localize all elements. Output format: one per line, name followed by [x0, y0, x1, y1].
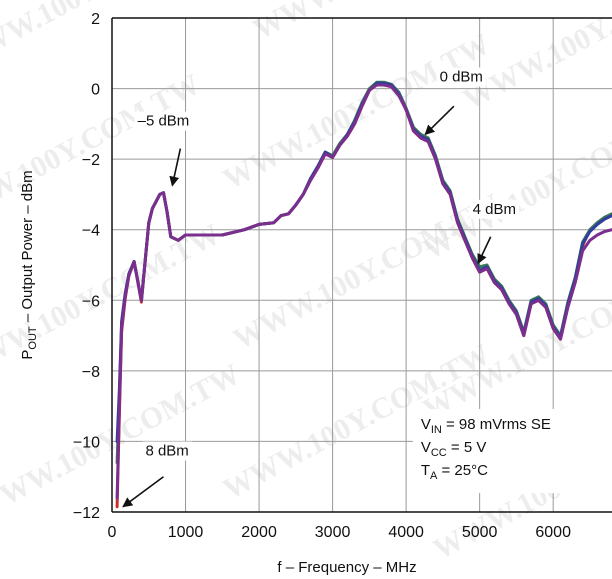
annotation-arrow: [122, 476, 164, 508]
y-tick-label: 0: [91, 82, 100, 99]
conditions-bg: [412, 409, 612, 494]
y-tick-labels: 2 0 −2 −4 −6 −8 −10 −12: [73, 11, 100, 522]
annotation: –5 dBm: [134, 111, 193, 187]
annotation-label: 0 dBm: [440, 69, 483, 86]
y-axis-title-rest: – Output Power – dBm: [19, 170, 36, 326]
annotation: 0 dBm: [424, 67, 486, 136]
x-tick-label: 4000: [388, 524, 424, 541]
series-layer: [115, 80, 612, 509]
annotation-arrow: [477, 236, 492, 265]
y-tick-label: −4: [82, 223, 100, 240]
plot-frame: [111, 17, 612, 513]
annotation-label: –5 dBm: [138, 113, 190, 130]
annotation-label-bg: [436, 67, 486, 87]
y-axis-title-sub: OUT: [27, 326, 39, 350]
y-axis-title: POUT – Output Power – dBm: [19, 170, 39, 359]
annotation-label-bg: [134, 111, 193, 131]
series-line: [115, 83, 612, 500]
annotation-label-bg: [469, 199, 520, 219]
annotation: 8 dBm: [122, 441, 192, 508]
x-tick-label: 1000: [168, 524, 204, 541]
x-tick-labels: 0 1000 2000 3000 4000 5000 6000: [108, 524, 572, 541]
condition-line: VIN = 98 mVrms SE: [421, 416, 551, 436]
condition-line: VCC = 5 V: [421, 439, 487, 459]
x-tick-label: 0: [108, 524, 117, 541]
annotation: 4 dBm: [469, 199, 520, 265]
y-tick-label: −10: [73, 434, 100, 451]
y-tick-label: −6: [82, 293, 100, 310]
conditions-box: VIN = 98 mVrms SE VCC = 5 V TA = 25°C: [412, 409, 612, 494]
annotation-label: 8 dBm: [145, 443, 188, 460]
annotation-arrow: [169, 148, 182, 187]
condition-line: TA = 25°C: [421, 462, 488, 482]
x-tick-label: 5000: [462, 524, 498, 541]
x-axis-title: f – Frequency – MHz: [277, 559, 416, 576]
x-tick-label: 6000: [535, 524, 571, 541]
y-tick-label: −2: [82, 152, 100, 169]
y-tick-label: −12: [73, 505, 100, 522]
annotation-label-bg: [142, 441, 192, 461]
x-tick-label: 3000: [315, 524, 351, 541]
watermark-text: WWW.100Y.COM.TW: [228, 188, 506, 357]
watermark-text: WWW.100Y.COM.TW: [418, 258, 612, 427]
watermark-text: WWW.100Y.COM.TW: [0, 0, 226, 76]
y-tick-label: 2: [91, 11, 100, 28]
x-tick-label: 2000: [241, 524, 277, 541]
y-tick-label: −8: [82, 364, 100, 381]
y-axis-title-main: P: [19, 350, 36, 360]
annotations: –5 dBm 0 dBm 4 dBm 8 dBm: [122, 67, 520, 508]
annotation-arrow: [424, 105, 455, 136]
annotation-label: 4 dBm: [473, 201, 516, 218]
